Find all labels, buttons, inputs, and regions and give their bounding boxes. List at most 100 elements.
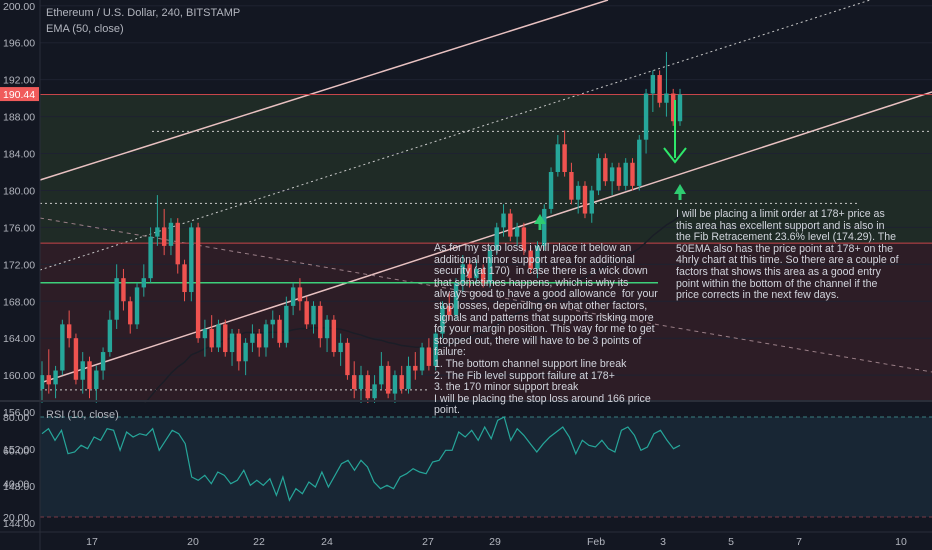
- rsi-pane: [40, 403, 932, 532]
- candle-body: [596, 158, 601, 191]
- entry-note: I will be placing a limit order at 178+ …: [676, 208, 902, 302]
- candle-body: [100, 352, 106, 371]
- candle-body: [447, 305, 452, 316]
- price-tick-label: 164.00: [3, 333, 35, 345]
- candle-body: [128, 301, 133, 325]
- candle-body: [331, 319, 337, 353]
- candle-body: [80, 361, 85, 380]
- candle-body: [304, 301, 309, 325]
- candle-body: [202, 328, 208, 339]
- candle-body: [521, 227, 527, 251]
- time-tick-label: 7: [796, 536, 802, 548]
- time-tick-label: 29: [489, 536, 501, 548]
- candle-body: [53, 370, 58, 385]
- candle-body: [161, 227, 167, 246]
- price-tick-label: 160.00: [3, 370, 35, 382]
- candle-body: [121, 278, 126, 302]
- candle-body: [284, 305, 289, 343]
- lower-zone: [40, 243, 932, 400]
- candle-body: [345, 342, 350, 376]
- price-tick-label: 152.00: [3, 444, 35, 456]
- candle-body: [514, 227, 520, 237]
- candle-body: [413, 365, 418, 371]
- price-tick-label: 156.00: [3, 407, 35, 419]
- rsi-tick-label: 20.00: [3, 512, 29, 524]
- candle-body: [582, 185, 588, 214]
- price-tick-label: 168.00: [3, 296, 35, 308]
- price-tick-label: 180.00: [3, 185, 35, 197]
- candle-body: [569, 171, 574, 200]
- time-tick-label: 10: [895, 536, 907, 548]
- candle-body: [528, 250, 533, 269]
- rsi-tick-label: 60.00: [3, 445, 29, 457]
- candle-body: [352, 375, 357, 389]
- candle-body: [535, 245, 540, 269]
- candle-body: [474, 268, 479, 279]
- candle-body: [379, 365, 384, 385]
- candle-body: [555, 144, 561, 172]
- candle-body: [107, 319, 113, 353]
- candle-body: [603, 158, 608, 182]
- candle-body: [487, 250, 493, 283]
- candle-body: [338, 342, 343, 353]
- candle-body: [209, 328, 214, 348]
- price-zones: [40, 94, 932, 400]
- candle-body: [46, 375, 51, 385]
- price-tick-label: 196.00: [3, 38, 35, 50]
- time-tick-label: 3: [660, 536, 666, 548]
- candle-body: [643, 93, 649, 140]
- candle-body: [195, 227, 201, 339]
- up-arrow: [534, 214, 546, 230]
- candle-body: [236, 333, 242, 362]
- trade-arrows: [534, 100, 687, 230]
- channel-upper-line: [39, 0, 609, 181]
- time-tick-label: 24: [321, 536, 333, 548]
- candle-body: [189, 227, 194, 293]
- candle-body: [270, 319, 275, 325]
- last-price-tag: [0, 87, 39, 102]
- stop-loss-note: As for my stop loss, i will place it bel…: [434, 242, 658, 417]
- time-tick-label: 17: [86, 536, 98, 548]
- candle-body: [94, 370, 99, 389]
- candle-body: [542, 208, 547, 246]
- candle-body: [453, 282, 459, 316]
- candle-body: [229, 333, 235, 353]
- candle-body: [419, 347, 425, 371]
- candle-body: [216, 324, 221, 348]
- candle-body: [657, 75, 662, 103]
- candle-body: [385, 365, 391, 394]
- price-tick-label: 144.00: [3, 518, 35, 530]
- rsi-tick-label: 40.00: [3, 479, 29, 491]
- candle-body: [134, 287, 140, 325]
- price-tick-label: 200.00: [3, 1, 35, 13]
- rsi-line: [41, 416, 681, 502]
- price-tick-label: 188.00: [3, 112, 35, 124]
- rsi-tick-label: 80.00: [3, 412, 29, 424]
- candle-body: [73, 338, 79, 380]
- candle-body: [501, 213, 506, 228]
- candlestick-series: [39, 51, 683, 422]
- candle-body: [297, 287, 303, 302]
- candle-body: [399, 375, 404, 389]
- candle-body: [263, 324, 269, 348]
- candle-body: [677, 94, 683, 122]
- time-tick-label: 20: [187, 536, 199, 548]
- candle-body: [87, 361, 92, 389]
- candle-body: [168, 222, 174, 246]
- candle-body: [114, 278, 119, 320]
- upper-zone: [40, 94, 932, 244]
- price-tick-label: 176.00: [3, 222, 35, 234]
- candle-body: [623, 162, 628, 186]
- chart-title: Ethereum / U.S. Dollar, 240, BITSTAMP: [46, 7, 241, 19]
- candle-body: [460, 264, 466, 283]
- candle-body: [175, 222, 180, 265]
- candle-body: [148, 236, 153, 279]
- candle-body: [637, 139, 642, 186]
- up-arrow: [674, 184, 686, 200]
- candle-body: [39, 375, 45, 389]
- candle-body: [392, 375, 398, 394]
- candle-body: [243, 342, 248, 362]
- candle-body: [589, 190, 594, 214]
- time-tick-label: 27: [422, 536, 434, 548]
